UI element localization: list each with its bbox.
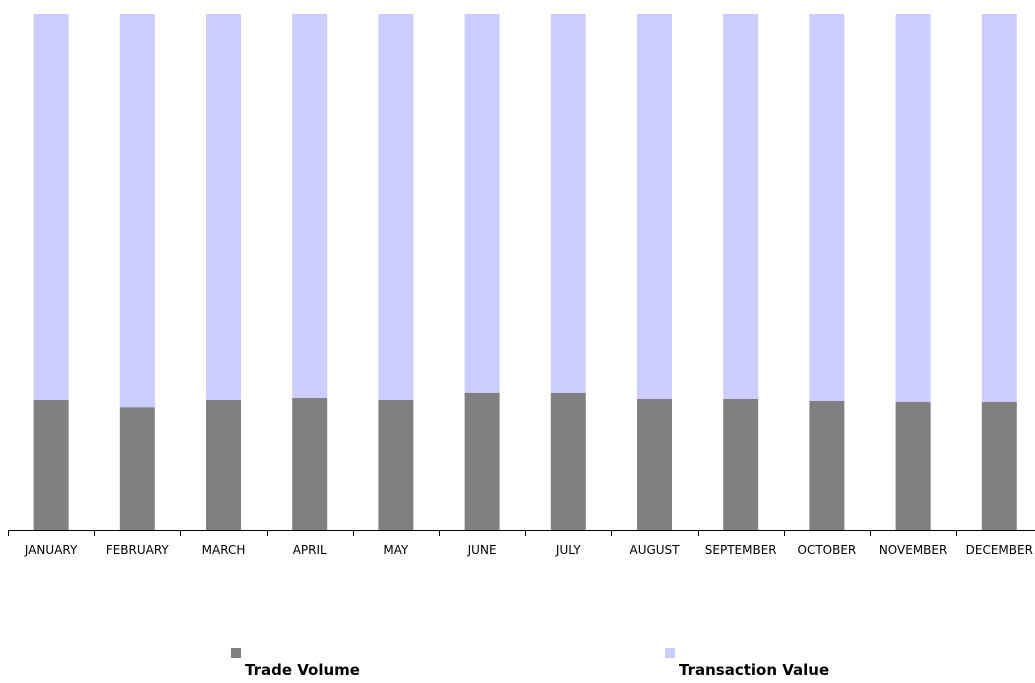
- bar-trade-volume-november: [895, 402, 931, 530]
- bar-transaction-value-january: [33, 14, 69, 400]
- bar-transaction-value-march: [206, 14, 241, 400]
- bar-trade-volume-may: [378, 399, 414, 530]
- bar-transaction-value-december: [981, 14, 1017, 403]
- x-tick-label-june: JUNE: [467, 543, 497, 557]
- bar-transaction-value-july: [550, 14, 586, 393]
- x-tick-label-december: DECEMBER: [966, 543, 1033, 557]
- bar-trade-volume-january: [33, 399, 69, 530]
- bar-trade-volume-june: [464, 392, 500, 530]
- bar-trade-volume-august: [637, 398, 672, 530]
- x-tick-label-november: NOVEMBER: [879, 543, 948, 557]
- x-tick-label-september: SEPTEMBER: [705, 543, 777, 557]
- x-tick-label-january: JANUARY: [24, 543, 78, 557]
- legend-swatch-trade-volume: [231, 648, 241, 658]
- legend-swatch-transaction-value: [665, 648, 675, 658]
- legend-label-transaction-value: Transaction Value: [679, 661, 830, 679]
- x-tick-label-august: AUGUST: [629, 543, 680, 557]
- x-tick-label-may: MAY: [383, 543, 409, 557]
- bar-trade-volume-april: [292, 397, 328, 530]
- bar-transaction-value-april: [292, 14, 328, 398]
- bar-trade-volume-february: [119, 407, 155, 530]
- bar-transaction-value-october: [809, 14, 845, 401]
- bar-trade-volume-december: [981, 402, 1017, 530]
- bar-transaction-value-august: [637, 14, 672, 399]
- x-tick-label-april: APRIL: [293, 543, 327, 557]
- bar-trade-volume-october: [809, 401, 845, 530]
- x-tick-label-february: FEBRUARY: [106, 543, 170, 557]
- bar-transaction-value-november: [895, 14, 931, 403]
- bar-transaction-value-february: [119, 14, 155, 408]
- legend-label-trade-volume: Trade Volume: [245, 661, 360, 679]
- bar-transaction-value-june: [464, 14, 500, 393]
- x-tick-label-july: JULY: [555, 543, 581, 557]
- bar-trade-volume-july: [550, 392, 586, 530]
- bar-transaction-value-may: [378, 14, 414, 400]
- x-tick-label-march: MARCH: [202, 543, 246, 557]
- bar-trade-volume-september: [723, 398, 759, 530]
- bar-transaction-value-september: [723, 14, 759, 399]
- x-tick-label-october: OCTOBER: [798, 543, 857, 557]
- bar-trade-volume-march: [206, 399, 241, 530]
